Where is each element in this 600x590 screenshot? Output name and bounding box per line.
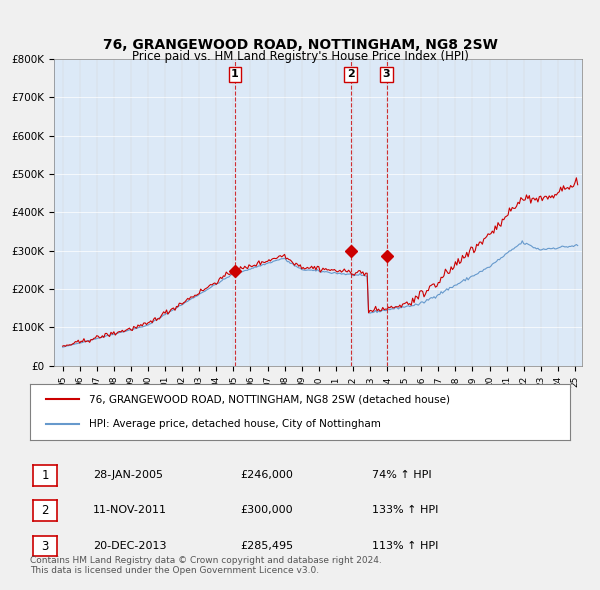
Text: 76, GRANGEWOOD ROAD, NOTTINGHAM, NG8 2SW (detached house): 76, GRANGEWOOD ROAD, NOTTINGHAM, NG8 2SW… [89,394,451,404]
Text: 2: 2 [347,70,355,79]
Text: Price paid vs. HM Land Registry's House Price Index (HPI): Price paid vs. HM Land Registry's House … [131,50,469,63]
Text: 74% ↑ HPI: 74% ↑ HPI [372,470,431,480]
Text: 76, GRANGEWOOD ROAD, NOTTINGHAM, NG8 2SW: 76, GRANGEWOOD ROAD, NOTTINGHAM, NG8 2SW [103,38,497,53]
Text: 2: 2 [41,504,49,517]
Text: Contains HM Land Registry data © Crown copyright and database right 2024.
This d: Contains HM Land Registry data © Crown c… [30,556,382,575]
Text: 28-JAN-2005: 28-JAN-2005 [93,470,163,480]
Text: 133% ↑ HPI: 133% ↑ HPI [372,506,439,515]
Text: 113% ↑ HPI: 113% ↑ HPI [372,541,439,550]
Text: 3: 3 [383,70,391,79]
Text: £246,000: £246,000 [240,470,293,480]
Text: HPI: Average price, detached house, City of Nottingham: HPI: Average price, detached house, City… [89,419,381,429]
Text: 1: 1 [41,468,49,482]
Text: 1: 1 [231,70,239,79]
Text: £285,495: £285,495 [240,541,293,550]
Text: 3: 3 [41,539,49,553]
Text: 11-NOV-2011: 11-NOV-2011 [93,506,167,515]
Text: 20-DEC-2013: 20-DEC-2013 [93,541,167,550]
Text: £300,000: £300,000 [240,506,293,515]
